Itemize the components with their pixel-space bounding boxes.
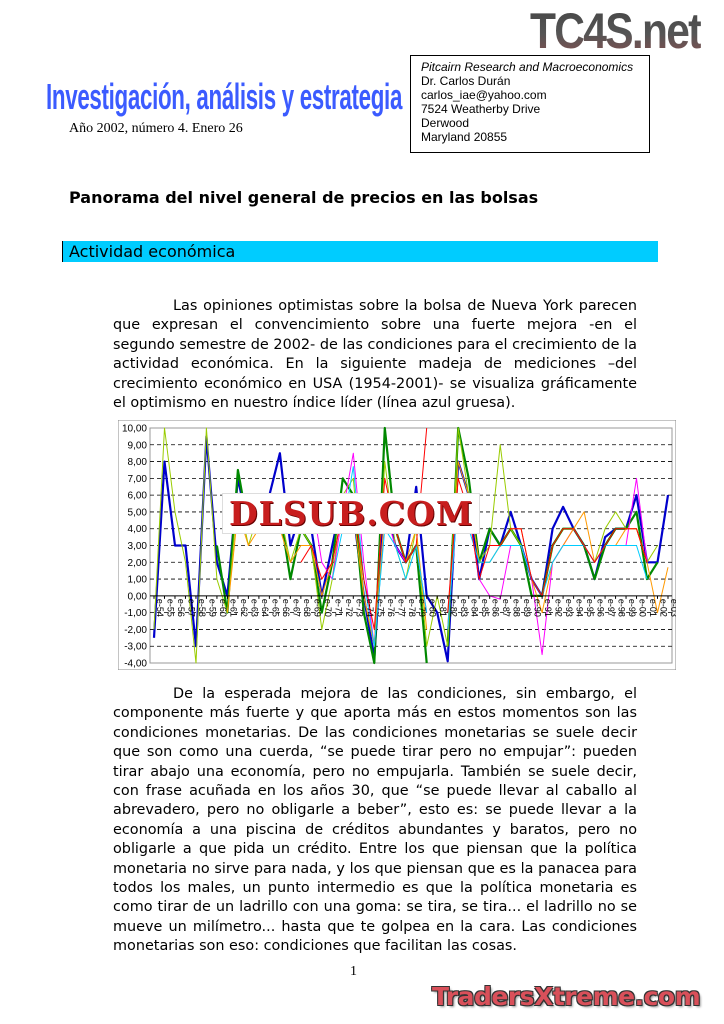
x-tick-label: e-96 (596, 599, 606, 617)
x-tick-label: e-76 (386, 599, 396, 617)
x-tick-label: e-90 (533, 599, 543, 617)
x-tick-label: e-88 (512, 599, 522, 617)
document-title: Panorama del nivel general de precios en… (69, 188, 539, 207)
x-tick-label: e-71 (333, 599, 343, 617)
x-tick-label: e-78 (407, 599, 417, 617)
x-tick-label: e-64 (260, 599, 270, 617)
x-tick-label: e-73 (354, 599, 364, 617)
x-tick-label: e-95 (585, 599, 595, 617)
x-tick-label: e-86 (491, 599, 501, 617)
contact-city: Derwood (421, 116, 470, 130)
x-tick-label: e-02 (659, 599, 669, 617)
x-tick-label: e-00 (638, 599, 648, 617)
y-tick-label: 4,00 (128, 524, 148, 535)
x-tick-label: e-54 (155, 599, 165, 617)
x-tick-label: e-89 (522, 599, 532, 617)
section-heading-text: Actividad económica (69, 242, 236, 261)
paragraph-1: Las opiniones optimistas sobre la bolsa … (113, 298, 637, 412)
x-tick-label: e-69 (312, 599, 322, 617)
x-tick-label: e-84 (470, 599, 480, 617)
contact-name: Dr. Carlos Durán (421, 74, 511, 88)
y-tick-label: -1,00 (124, 608, 147, 619)
page-number: 1 (350, 964, 357, 979)
x-tick-label: e-99 (627, 599, 637, 617)
x-tick-label: e-85 (480, 599, 490, 617)
x-tick-label: e-77 (396, 599, 406, 617)
y-tick-label: -2,00 (124, 625, 147, 636)
x-tick-label: e-62 (239, 599, 249, 617)
series-line-6 (300, 427, 648, 630)
y-tick-label: 0,00 (128, 591, 148, 602)
x-tick-label: e-75 (375, 599, 385, 617)
dlsub-watermark: DLSUB.COM (222, 493, 481, 534)
contact-organization: Pitcairn Research and Macroeconomics (421, 60, 634, 74)
x-tick-label: e-03 (669, 599, 676, 617)
x-tick-label: e-97 (606, 599, 616, 617)
x-tick-label: e-92 (554, 599, 564, 617)
x-tick-label: e-61 (228, 599, 238, 617)
x-tick-label: e-56 (176, 599, 186, 617)
tradersxtreme-logo: TradersXtreme.com (432, 982, 701, 1011)
paragraph-2: De la esperada mejora de las condiciones… (113, 686, 637, 955)
x-tick-label: e-55 (165, 599, 175, 617)
tc4s-logo: TC4S.net (530, 3, 702, 59)
y-tick-label: 8,00 (128, 457, 148, 468)
x-tick-label: e-98 (617, 599, 627, 617)
y-tick-label: 1,00 (128, 575, 148, 586)
y-tick-label: -4,00 (124, 659, 147, 670)
x-tick-label: e-68 (302, 599, 312, 617)
y-tick-label: 9,00 (128, 440, 148, 451)
x-tick-label: e-58 (197, 599, 207, 617)
y-tick-label: 2,00 (128, 558, 148, 569)
contact-street: 7524 Weatherby Drive (421, 102, 541, 116)
contact-box: Pitcairn Research and Macroeconomics Dr.… (410, 55, 650, 153)
y-tick-label: 6,00 (128, 491, 148, 502)
x-tick-label: e-91 (543, 599, 553, 617)
x-tick-label: e-66 (281, 599, 291, 617)
x-tick-label: e-70 (323, 599, 333, 617)
x-tick-label: e-67 (291, 599, 301, 617)
x-tick-label: e-57 (186, 599, 196, 617)
x-tick-label: e-63 (249, 599, 259, 617)
x-tick-label: e-87 (501, 599, 511, 617)
y-tick-label: 7,00 (128, 474, 148, 485)
x-tick-label: e-94 (575, 599, 585, 617)
x-tick-label: e-65 (270, 599, 280, 617)
section-heading: Actividad económica (62, 241, 658, 262)
contact-email: carlos_iae@yahoo.com (421, 88, 547, 102)
growth-chart: 10,00 9,00 8,00 7,00 6,00 5,00 4,00 3,00 2,00 1,0… (118, 420, 676, 670)
y-tick-label: 10,00 (122, 424, 147, 435)
x-tick-label: e-60 (218, 599, 228, 617)
contact-state-zip: Maryland 20855 (421, 130, 508, 144)
x-tick-label: e-80 (428, 599, 438, 617)
x-tick-label: e-59 (207, 599, 217, 617)
y-tick-label: 5,00 (128, 507, 148, 518)
x-tick-label: e-82 (449, 599, 459, 617)
x-tick-label: e-74 (365, 599, 375, 617)
masthead-issue: Año 2002, número 4. Enero 26 (69, 121, 243, 136)
x-tick-label: e-83 (459, 599, 469, 617)
x-tick-label: e-81 (438, 599, 448, 617)
y-tick-label: 3,00 (128, 541, 148, 552)
x-tick-label: e-93 (564, 599, 574, 617)
y-tick-label: -3,00 (124, 642, 147, 653)
x-tick-label: e-72 (344, 599, 354, 617)
masthead-title: Investigación, análisis y estrategia (46, 76, 403, 117)
x-tick-label: e-01 (648, 599, 658, 617)
x-tick-label: e-79 (417, 599, 427, 617)
